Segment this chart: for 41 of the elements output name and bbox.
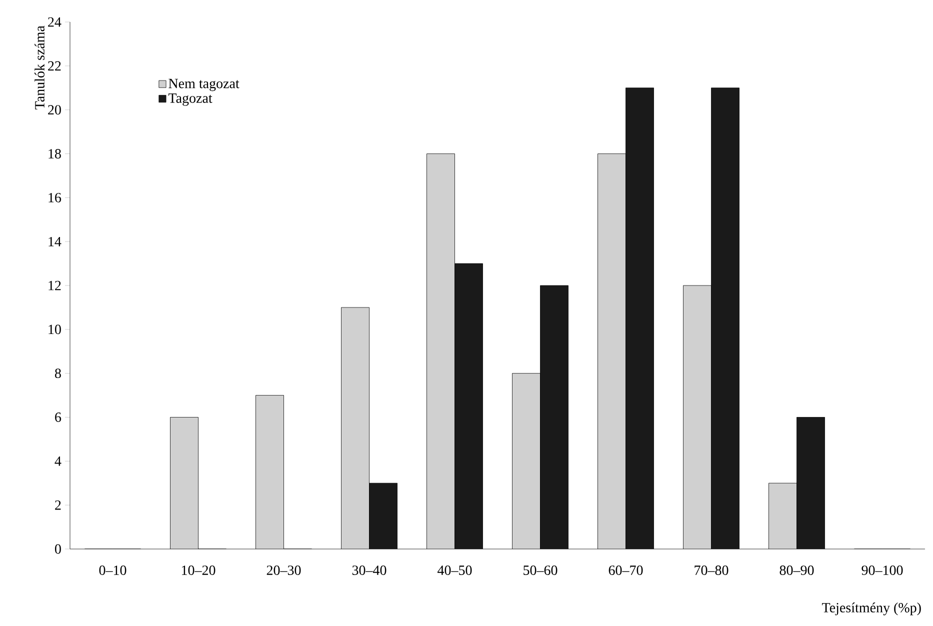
y-tick-label: 10 [48,324,61,334]
bar [626,88,654,549]
y-tick-label: 0 [55,544,61,554]
x-tick-label: 60–70 [608,566,643,575]
y-tick-label: 24 [48,17,62,27]
y-tick-label: 4 [54,456,62,466]
y-tick-label: 2 [55,500,61,510]
y-tick-label: 16 [48,192,62,202]
y-tick-label: 20 [48,105,61,115]
bar [512,373,540,549]
x-tick-label: 30–40 [352,566,386,575]
bar [711,88,740,549]
y-tick-label: 8 [55,368,61,378]
x-tick-label: 0–10 [99,566,126,575]
y-tick-label: 12 [48,280,61,290]
bar [341,307,370,549]
bar [369,483,398,549]
x-tick-label: 40–50 [438,566,472,575]
bar [454,264,483,549]
y-tick-label: 6 [55,412,62,422]
legend-label: Nem tagozat [168,78,240,92]
y-tick-label: 14 [48,236,62,246]
legend-label: Tagozat [168,94,212,106]
bar [768,483,797,549]
bar [796,417,825,549]
x-tick-label: 70–80 [694,566,728,575]
bar [540,285,568,549]
x-tick-label: 20–30 [266,566,301,575]
x-axis-title: Tejesítmény (%p) [822,602,921,616]
bar [256,395,284,549]
y-axis-title: Tanulók száma [34,26,44,110]
x-tick-label: 50–60 [524,566,558,575]
x-tick-label: 90–100 [862,566,903,575]
x-tick-label: 80–90 [780,566,814,575]
bar [426,154,455,549]
y-tick-label: 22 [48,61,61,71]
bar [170,417,198,549]
x-tick-label: 10–20 [182,566,216,575]
bar [683,285,712,549]
y-tick-label: 18 [48,149,61,158]
bar [598,154,626,549]
